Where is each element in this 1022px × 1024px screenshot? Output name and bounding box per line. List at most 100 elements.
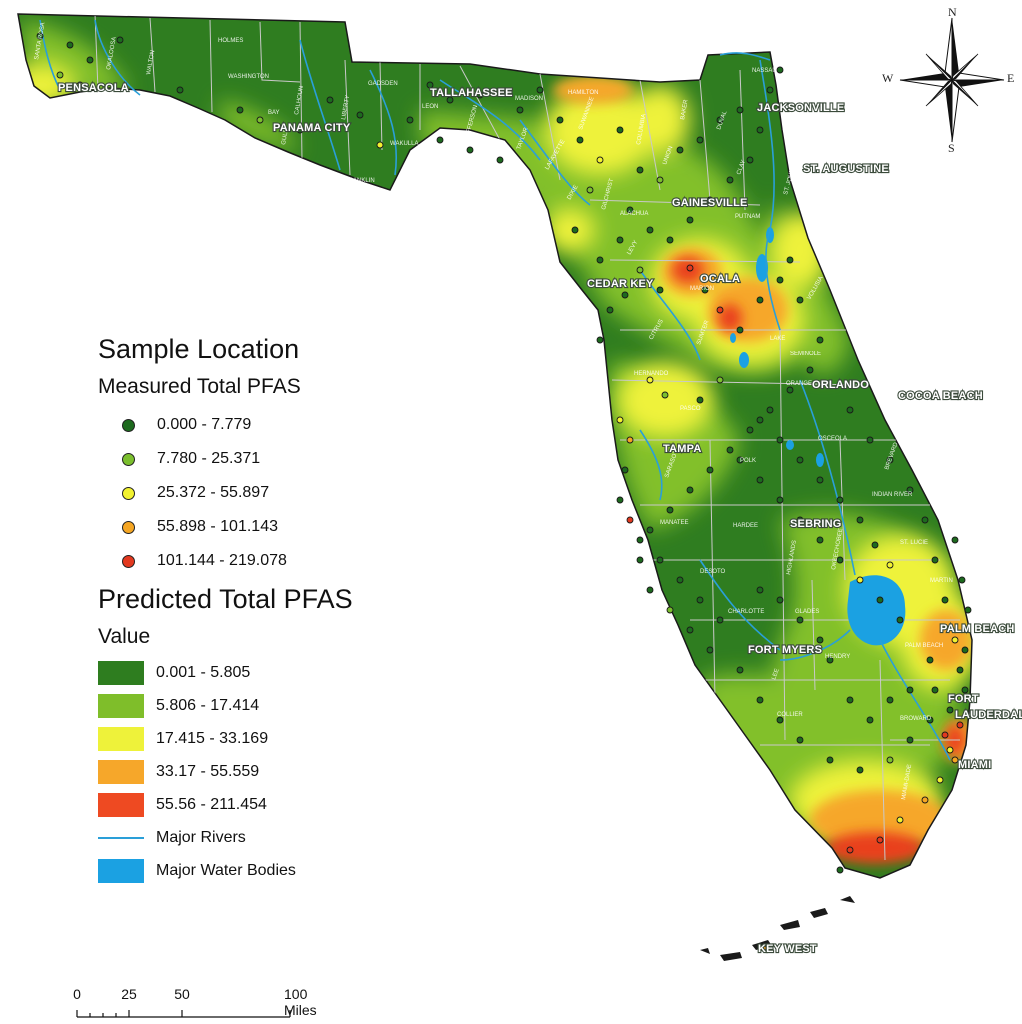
sample-point — [706, 466, 714, 474]
sample-point — [496, 156, 504, 164]
measured-dot-icon — [122, 520, 135, 534]
legend-predicted-label: 0.001 - 5.805 — [156, 663, 251, 681]
sample-point — [856, 576, 864, 584]
sample-point — [536, 86, 544, 94]
county-hendry: HENDRY — [825, 654, 850, 660]
county-hamilton: HAMILTON — [568, 90, 598, 96]
legend-predicted-label: 5.806 - 17.414 — [156, 696, 260, 714]
sample-point — [961, 646, 969, 654]
county-charlotte: CHARLOTTE — [728, 609, 764, 615]
sample-point — [926, 716, 934, 724]
sample-point — [726, 176, 734, 184]
sample-point — [941, 731, 949, 739]
sample-point — [476, 91, 484, 99]
predicted-swatch — [98, 759, 144, 784]
sample-point — [816, 536, 824, 544]
sample-point — [921, 516, 929, 524]
sample-point — [776, 596, 784, 604]
city-cocoa-beach: COCOA BEACH — [898, 390, 983, 402]
sample-point — [666, 506, 674, 514]
sample-point — [796, 296, 804, 304]
measured-classes: 0.000 - 7.779 7.780 - 25.371 25.372 - 55… — [98, 408, 398, 578]
sample-point — [876, 596, 884, 604]
city-ocala: OCALA — [700, 273, 740, 285]
legend-predicted-item: 55.56 - 211.454 — [98, 788, 398, 821]
sample-point — [646, 226, 654, 234]
legend-rivers-label: Major Rivers — [156, 828, 246, 846]
legend-predicted-item: 33.17 - 55.559 — [98, 755, 398, 788]
measured-dot-icon — [122, 418, 135, 432]
st-johns-river — [759, 59, 781, 331]
compass-w: W — [882, 71, 894, 85]
county-broward: BROWARD — [900, 716, 932, 722]
sample-point — [796, 456, 804, 464]
sample-point — [756, 296, 764, 304]
sample-point — [951, 536, 959, 544]
city-miami: MIAMI — [958, 759, 991, 771]
sample-point — [946, 746, 954, 754]
sample-point — [616, 416, 624, 424]
sample-point — [586, 186, 594, 194]
county-alachua: ALACHUA — [620, 211, 648, 217]
sample-point — [886, 756, 894, 764]
scale-label: 50 — [174, 986, 190, 1002]
scale-label: 0 — [73, 986, 81, 1002]
sample-point — [696, 596, 704, 604]
legend-measured-item: 0.000 - 7.779 — [98, 408, 398, 442]
county-highlands: HIGHLANDS — [786, 540, 798, 576]
sample-point — [626, 436, 634, 444]
county-baker: BAKER — [680, 99, 690, 121]
lake-george — [756, 254, 768, 282]
city-key-west: KEY WEST — [758, 943, 817, 955]
legend-measured-label: 0.000 - 7.779 — [157, 416, 252, 433]
sample-point — [796, 516, 804, 524]
sample-point — [786, 386, 794, 394]
predicted-classes: 0.001 - 5.805 5.806 - 17.414 17.415 - 33… — [98, 656, 398, 821]
scale-bar: 0 25 50 100 Miles — [72, 986, 362, 1022]
sample-point — [846, 846, 854, 854]
sample-point — [661, 391, 669, 399]
sample-point — [826, 756, 834, 764]
county-putnam: PUTNAM — [735, 214, 760, 220]
sample-point — [701, 286, 709, 294]
city-palm-beach: PALM BEACH — [940, 623, 1015, 635]
city-tampa: TAMPA — [663, 443, 701, 455]
sample-point — [716, 306, 724, 314]
county-lee: LEE — [771, 668, 781, 681]
sample-point — [716, 116, 724, 124]
county-orange: ORANGE — [786, 381, 812, 387]
sample-point — [736, 106, 744, 114]
compass-e: E — [1007, 71, 1014, 85]
city-fort: FORT — [948, 693, 979, 705]
county-collier: COLLIER — [777, 712, 803, 718]
city-sebring: SEBRING — [790, 518, 842, 530]
county-liberty: LIBERTY — [341, 95, 351, 121]
sample-point — [951, 636, 959, 644]
apalachicola-river — [299, 39, 341, 171]
compass-n: N — [948, 5, 957, 19]
sample-point — [946, 706, 954, 714]
sample-point — [896, 816, 904, 824]
sample-point — [256, 116, 264, 124]
sample-point — [766, 406, 774, 414]
sample-point — [846, 696, 854, 704]
sample-point — [576, 136, 584, 144]
county-hardee: HARDEE — [733, 523, 758, 529]
sample-point — [931, 686, 939, 694]
sample-point — [906, 736, 914, 744]
sample-point — [886, 696, 894, 704]
county-indian-river: INDIAN RIVER — [872, 492, 913, 498]
sample-point — [961, 686, 969, 694]
sample-point — [666, 236, 674, 244]
predicted-pfas-surface — [18, 20, 972, 864]
sample-point — [886, 456, 894, 464]
city-lauderdale: LAUDERDALE — [955, 709, 1022, 721]
sample-point — [636, 556, 644, 564]
sample-point — [866, 716, 874, 724]
kissimmee-river — [799, 379, 856, 576]
sample-point — [706, 196, 714, 204]
sample-point — [656, 556, 664, 564]
sample-point — [956, 666, 964, 674]
city-pensacola: PENSACOLA — [58, 82, 129, 94]
